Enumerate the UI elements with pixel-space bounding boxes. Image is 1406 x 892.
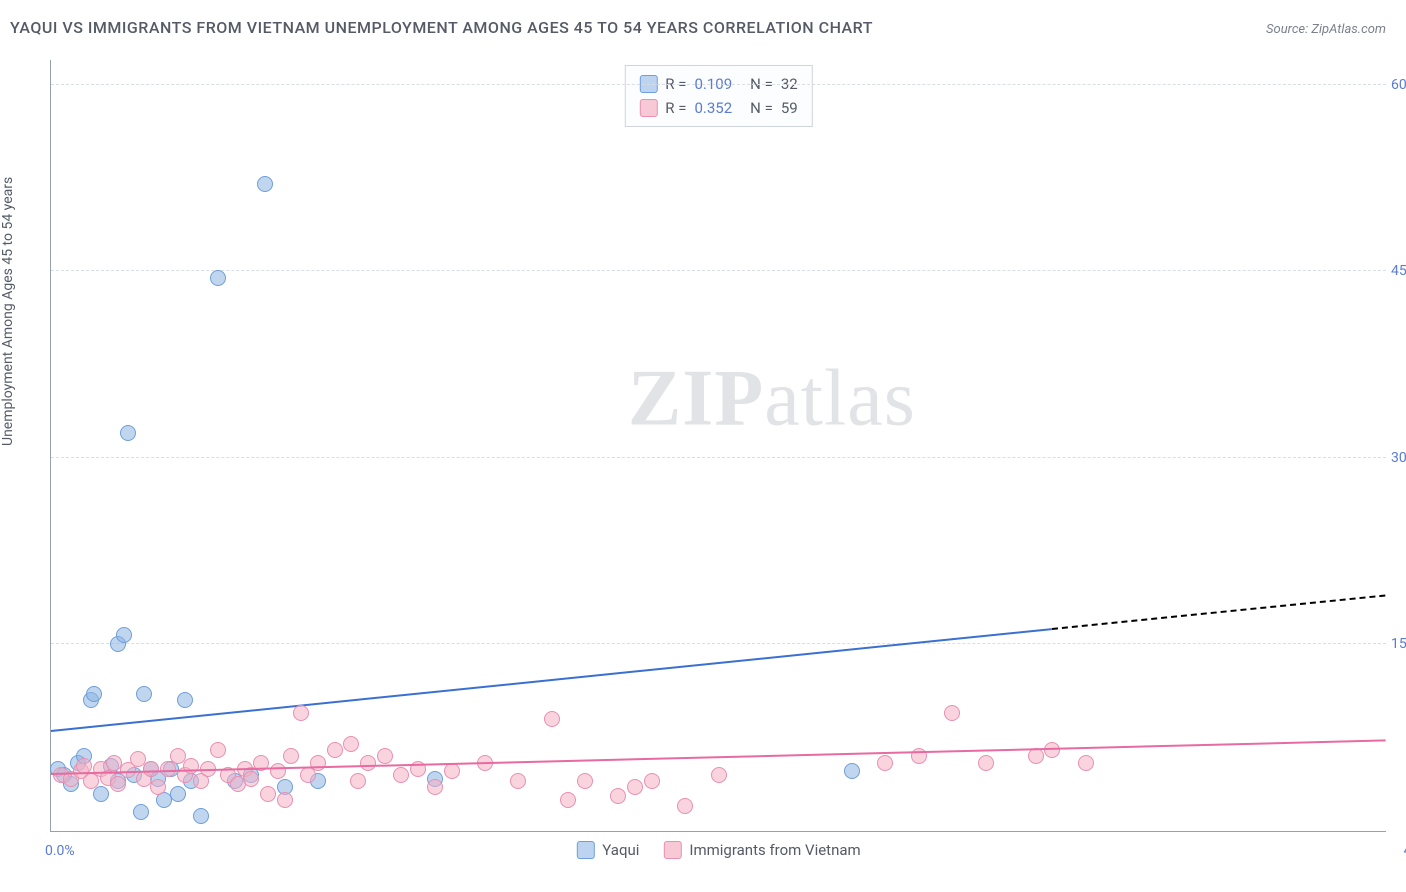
gridline <box>51 643 1386 644</box>
y-tick-label: 30.0% <box>1391 450 1406 466</box>
watermark-rest: atlas <box>764 355 916 443</box>
data-point <box>711 767 727 783</box>
gridline <box>51 84 1386 85</box>
data-point <box>544 711 560 727</box>
legend-item-1: Immigrants from Vietnam <box>663 841 860 859</box>
data-point <box>120 425 136 441</box>
watermark: ZIPatlas <box>628 354 916 445</box>
data-point <box>427 779 443 795</box>
data-point <box>327 742 343 758</box>
data-point <box>283 748 299 764</box>
data-point <box>257 176 273 192</box>
legend-swatch-1 <box>663 841 681 859</box>
r-label: R = <box>665 96 686 120</box>
data-point <box>133 804 149 820</box>
data-point <box>277 792 293 808</box>
data-point <box>577 773 593 789</box>
data-point <box>177 692 193 708</box>
data-point <box>1044 742 1060 758</box>
watermark-bold: ZIP <box>628 355 764 443</box>
n-label: N = <box>750 96 773 120</box>
data-point <box>877 755 893 771</box>
data-point <box>260 786 276 802</box>
data-point <box>183 758 199 774</box>
data-point <box>243 771 259 787</box>
legend-swatch-0 <box>576 841 594 859</box>
swatch-series-1 <box>639 99 657 117</box>
y-tick-label: 45.0% <box>1391 263 1406 279</box>
data-point <box>560 792 576 808</box>
data-point <box>377 748 393 764</box>
data-point <box>844 763 860 779</box>
data-point <box>610 788 626 804</box>
data-point <box>170 786 186 802</box>
y-tick-label: 60.0% <box>1391 77 1406 93</box>
gridline <box>51 270 1386 271</box>
data-point <box>978 755 994 771</box>
data-point <box>510 773 526 789</box>
stats-row-1: R = 0.352 N = 59 <box>639 96 797 120</box>
chart-plot-area: ZIPatlas R = 0.109 N = 32 R = 0.352 N = … <box>50 60 1386 832</box>
data-point <box>944 705 960 721</box>
data-point <box>677 798 693 814</box>
data-point <box>350 773 366 789</box>
data-point <box>210 270 226 286</box>
source-label: Source: ZipAtlas.com <box>1266 22 1386 37</box>
data-point <box>343 736 359 752</box>
x-tick-label: 0.0% <box>45 843 75 859</box>
data-point <box>93 786 109 802</box>
data-point <box>193 808 209 824</box>
stats-legend: R = 0.109 N = 32 R = 0.352 N = 59 <box>624 65 812 127</box>
series-legend: Yaqui Immigrants from Vietnam <box>576 841 860 859</box>
data-point <box>444 763 460 779</box>
n-value-1: 59 <box>781 96 798 120</box>
chart-title: YAQUI VS IMMIGRANTS FROM VIETNAM UNEMPLO… <box>10 18 873 37</box>
data-point <box>270 763 286 779</box>
data-point <box>110 776 126 792</box>
data-point <box>1078 755 1094 771</box>
data-point <box>210 742 226 758</box>
data-point <box>150 779 166 795</box>
data-point <box>1028 748 1044 764</box>
y-axis-label: Unemployment Among Ages 45 to 54 years <box>0 177 16 446</box>
trend-line <box>1052 594 1386 630</box>
data-point <box>136 686 152 702</box>
data-point <box>116 627 132 643</box>
r-value-1: 0.352 <box>694 96 732 120</box>
y-tick-label: 15.0% <box>1391 636 1406 652</box>
data-point <box>627 779 643 795</box>
legend-item-0: Yaqui <box>576 841 639 859</box>
legend-label-1: Immigrants from Vietnam <box>689 841 860 859</box>
data-point <box>143 761 159 777</box>
data-point <box>293 705 309 721</box>
data-point <box>86 686 102 702</box>
data-point <box>644 773 660 789</box>
gridline <box>51 457 1386 458</box>
data-point <box>393 767 409 783</box>
data-point <box>360 755 376 771</box>
legend-label-0: Yaqui <box>602 841 639 859</box>
